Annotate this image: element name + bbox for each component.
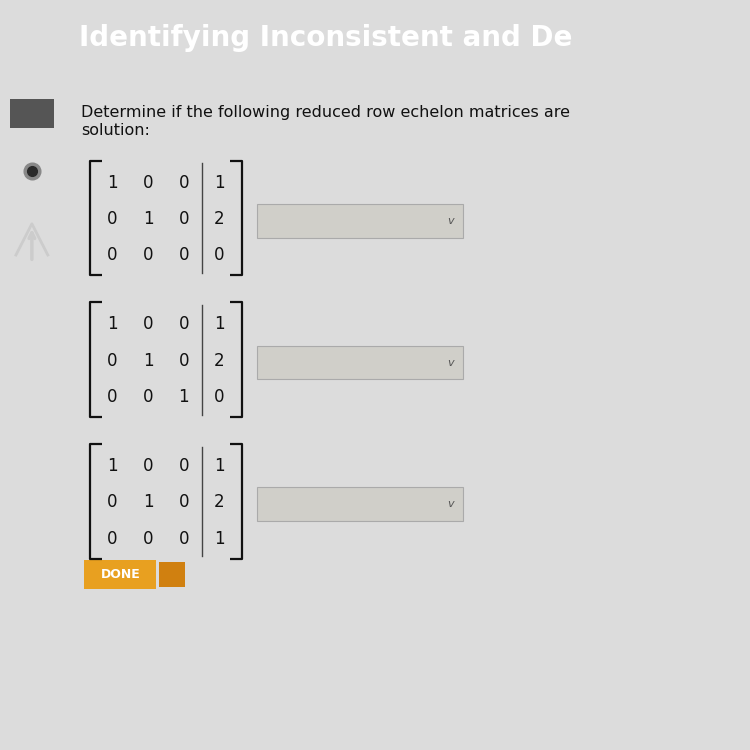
Text: 0: 0 (178, 210, 189, 228)
Text: 1: 1 (214, 530, 225, 548)
Text: 0: 0 (178, 352, 189, 370)
Text: 1: 1 (107, 457, 118, 475)
Text: 0: 0 (107, 352, 118, 370)
Text: 0: 0 (143, 315, 154, 333)
Text: 0: 0 (143, 173, 154, 191)
Text: 1: 1 (142, 494, 154, 512)
Text: 1: 1 (107, 173, 118, 191)
Text: 0: 0 (178, 173, 189, 191)
Text: 0: 0 (214, 247, 225, 265)
Text: 1: 1 (214, 173, 225, 191)
Text: 0: 0 (178, 247, 189, 265)
Text: 0: 0 (143, 457, 154, 475)
Text: 0: 0 (107, 210, 118, 228)
Text: 0: 0 (107, 388, 118, 406)
Text: v: v (448, 216, 454, 226)
Text: 1: 1 (214, 315, 225, 333)
Text: 1: 1 (178, 388, 189, 406)
Text: 0: 0 (107, 530, 118, 548)
Text: 2: 2 (214, 210, 225, 228)
Text: 1: 1 (214, 457, 225, 475)
FancyBboxPatch shape (257, 346, 464, 380)
Text: 0: 0 (107, 494, 118, 512)
Text: 0: 0 (178, 315, 189, 333)
Text: 0: 0 (143, 388, 154, 406)
Text: 2: 2 (214, 494, 225, 512)
Text: v: v (448, 358, 454, 368)
Text: 0: 0 (178, 494, 189, 512)
Text: v: v (448, 500, 454, 509)
Text: 2: 2 (214, 352, 225, 370)
Text: 0: 0 (143, 247, 154, 265)
Text: Identifying Inconsistent and De: Identifying Inconsistent and De (79, 23, 572, 52)
Text: 0: 0 (143, 530, 154, 548)
FancyBboxPatch shape (84, 560, 157, 589)
Text: 0: 0 (107, 247, 118, 265)
FancyBboxPatch shape (257, 488, 464, 521)
Text: 0: 0 (178, 530, 189, 548)
Text: 1: 1 (107, 315, 118, 333)
Text: 1: 1 (142, 352, 154, 370)
Text: 0: 0 (178, 457, 189, 475)
Text: 1: 1 (142, 210, 154, 228)
Text: Determine if the following reduced row echelon matrices are
solution:: Determine if the following reduced row e… (81, 106, 570, 138)
FancyBboxPatch shape (257, 204, 464, 238)
FancyBboxPatch shape (10, 99, 54, 128)
FancyBboxPatch shape (159, 562, 185, 587)
Text: 0: 0 (214, 388, 225, 406)
Text: DONE: DONE (100, 568, 140, 581)
